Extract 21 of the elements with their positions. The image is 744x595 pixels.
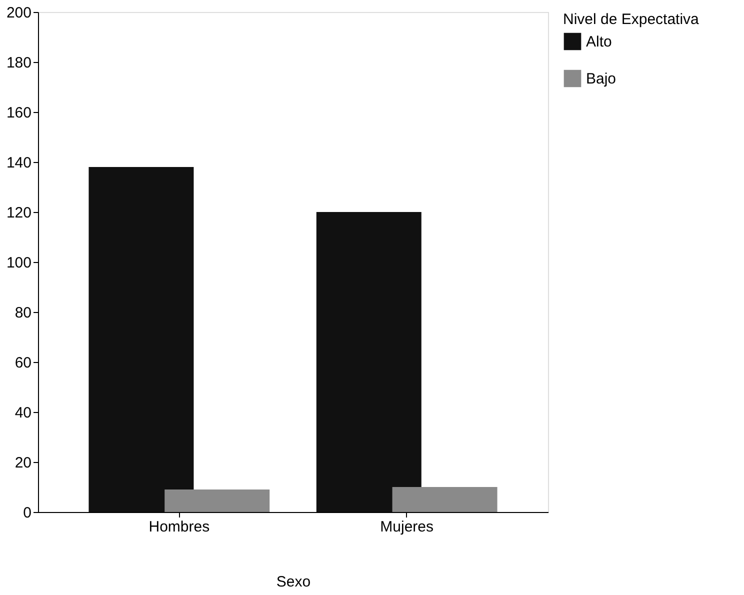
y-tick-label: 140 — [6, 154, 32, 172]
y-tick-label: 40 — [14, 404, 32, 422]
y-tick-label: 0 — [23, 504, 32, 522]
bar — [164, 490, 270, 512]
y-tick-label: 20 — [14, 454, 32, 472]
x-axis-title: Sexo — [276, 574, 311, 590]
y-tick-label: 120 — [6, 204, 32, 222]
legend-label: Bajo — [586, 70, 616, 88]
x-tick-label: Mujeres — [380, 518, 434, 536]
y-tick-label: 60 — [14, 354, 32, 372]
legend-title: Nivel de Expectativa — [563, 11, 700, 28]
x-tick-label: Hombres — [148, 518, 210, 536]
y-tick-label: 200 — [6, 4, 32, 22]
y-tick-label: 180 — [6, 54, 32, 72]
legend-label: Alto — [586, 34, 612, 50]
bar — [316, 212, 422, 512]
y-tick-label: 100 — [6, 254, 32, 272]
y-tick-label: 160 — [6, 104, 32, 122]
bar — [392, 487, 498, 512]
y-tick-label: 80 — [14, 304, 32, 322]
bar — [88, 167, 194, 512]
